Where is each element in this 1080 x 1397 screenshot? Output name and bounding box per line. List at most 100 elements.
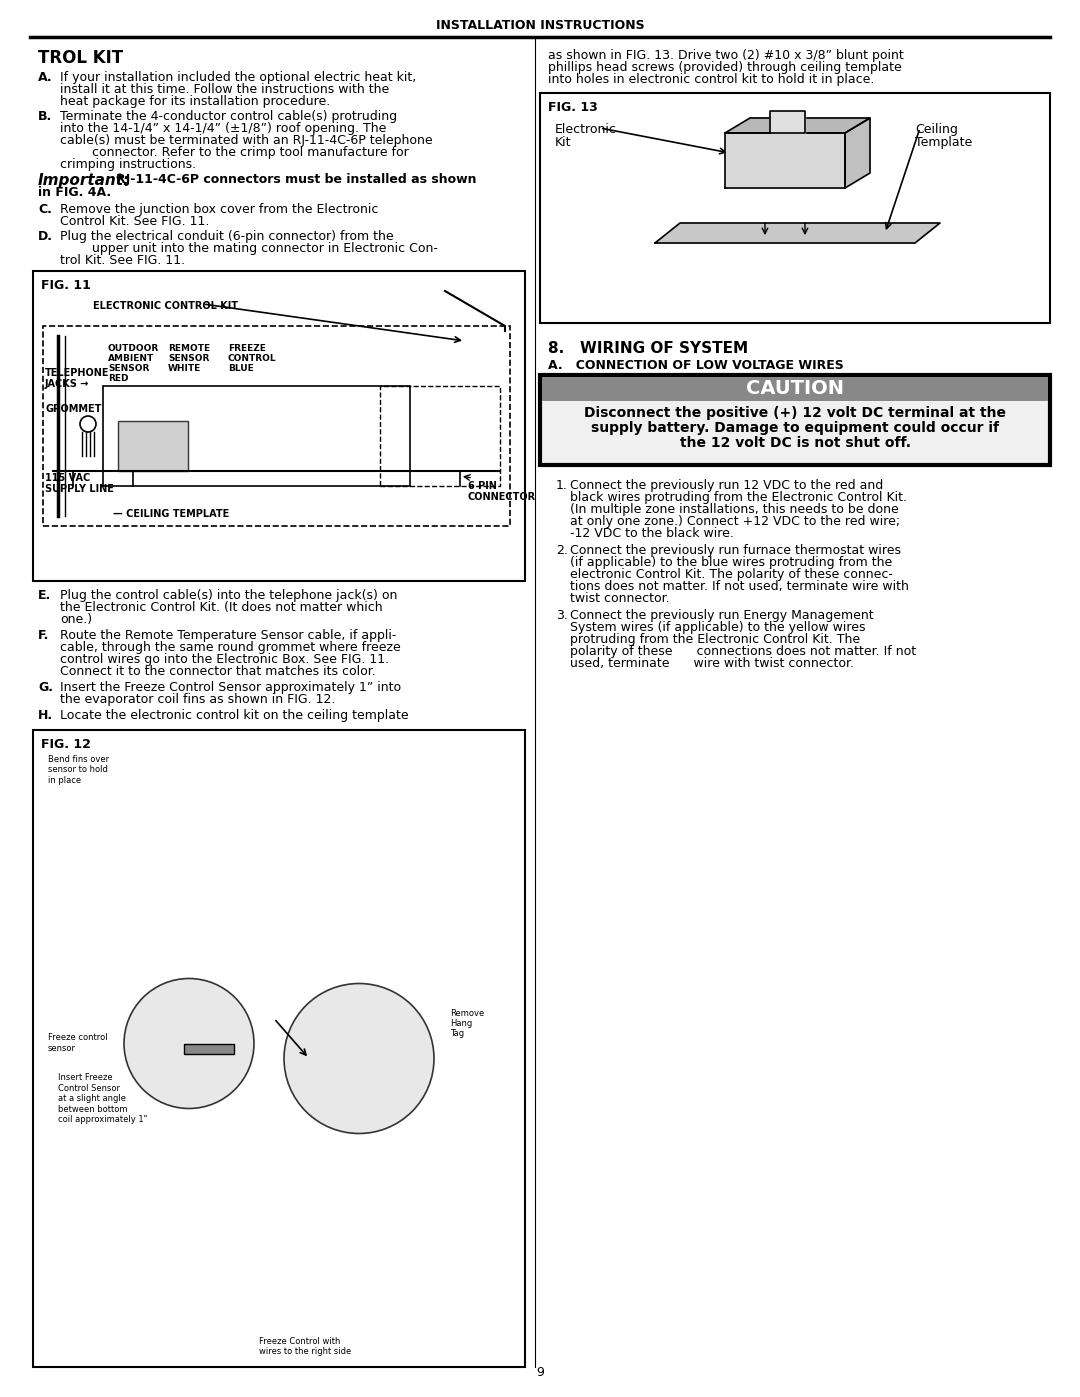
Bar <box>184 1044 234 1053</box>
Text: REMOTE: REMOTE <box>168 344 211 353</box>
Text: into the 14-1/4” x 14-1/4” (±1/8”) roof opening. The: into the 14-1/4” x 14-1/4” (±1/8”) roof … <box>60 122 387 136</box>
Polygon shape <box>725 117 870 133</box>
Text: connector. Refer to the crimp tool manufacture for: connector. Refer to the crimp tool manuf… <box>60 147 408 159</box>
Text: RJ-11-4C-6P connectors must be installed as shown: RJ-11-4C-6P connectors must be installed… <box>116 173 476 186</box>
Text: control wires go into the Electronic Box. See FIG. 11.: control wires go into the Electronic Box… <box>60 652 389 666</box>
Text: Freeze Control with
wires to the right side: Freeze Control with wires to the right s… <box>259 1337 351 1356</box>
Text: Connect it to the connector that matches its color.: Connect it to the connector that matches… <box>60 665 376 678</box>
Polygon shape <box>770 110 805 133</box>
Text: RED: RED <box>108 374 129 383</box>
Text: the evaporator coil fins as shown in FIG. 12.: the evaporator coil fins as shown in FIG… <box>60 693 336 705</box>
Text: Connect the previously run 12 VDC to the red and: Connect the previously run 12 VDC to the… <box>570 479 883 492</box>
Text: one.): one.) <box>60 613 92 626</box>
Text: install it at this time. Follow the instructions with the: install it at this time. Follow the inst… <box>60 82 389 96</box>
Text: -12 VDC to the black wire.: -12 VDC to the black wire. <box>570 527 734 541</box>
Text: TELEPHONE: TELEPHONE <box>45 367 109 379</box>
Text: SUPPLY LINE: SUPPLY LINE <box>45 483 113 495</box>
Text: CONTROL: CONTROL <box>228 353 276 363</box>
Text: FIG. 11: FIG. 11 <box>41 279 91 292</box>
Text: AMBIENT: AMBIENT <box>108 353 154 363</box>
Polygon shape <box>845 117 870 189</box>
Text: WHITE: WHITE <box>168 365 201 373</box>
Text: 115 VAC: 115 VAC <box>45 474 91 483</box>
Text: 2.: 2. <box>556 543 568 557</box>
Text: used, terminate      wire with twist connector.: used, terminate wire with twist connecto… <box>570 657 854 671</box>
Text: — CEILING TEMPLATE: — CEILING TEMPLATE <box>113 509 229 520</box>
Text: Insert the Freeze Control Sensor approximately 1” into: Insert the Freeze Control Sensor approxi… <box>60 680 401 694</box>
Text: in FIG. 4A.: in FIG. 4A. <box>38 186 111 198</box>
Text: the Electronic Control Kit. (It does not matter which: the Electronic Control Kit. (It does not… <box>60 601 382 615</box>
Text: C.: C. <box>38 203 52 217</box>
Text: 8.   WIRING OF SYSTEM: 8. WIRING OF SYSTEM <box>548 341 748 356</box>
Text: (if applicable) to the blue wires protruding from the: (if applicable) to the blue wires protru… <box>570 556 892 569</box>
Text: black wires protruding from the Electronic Control Kit.: black wires protruding from the Electron… <box>570 490 907 504</box>
Text: electronic Control Kit. The polarity of these connec-: electronic Control Kit. The polarity of … <box>570 569 893 581</box>
Text: SENSOR: SENSOR <box>108 365 149 373</box>
Text: Remove the junction box cover from the Electronic: Remove the junction box cover from the E… <box>60 203 378 217</box>
Text: FIG. 12: FIG. 12 <box>41 738 91 752</box>
Text: SENSOR: SENSOR <box>168 353 210 363</box>
Text: JACKS →: JACKS → <box>45 379 90 388</box>
Text: at only one zone.) Connect +12 VDC to the red wire;: at only one zone.) Connect +12 VDC to th… <box>570 515 900 528</box>
Text: 9: 9 <box>536 1366 544 1379</box>
Text: phillips head screws (provided) through ceiling template: phillips head screws (provided) through … <box>548 61 902 74</box>
Text: Route the Remote Temperature Sensor cable, if appli-: Route the Remote Temperature Sensor cabl… <box>60 629 396 643</box>
Text: Plug the electrical conduit (6-pin connector) from the: Plug the electrical conduit (6-pin conne… <box>60 231 393 243</box>
Bar <box>103 386 410 486</box>
Bar <box>33 731 525 1368</box>
Circle shape <box>284 983 434 1133</box>
Bar <box>542 377 1048 401</box>
Text: A.   CONNECTION OF LOW VOLTAGE WIRES: A. CONNECTION OF LOW VOLTAGE WIRES <box>548 359 843 372</box>
Text: Connect the previously run furnace thermostat wires: Connect the previously run furnace therm… <box>570 543 901 557</box>
Text: Insert Freeze
Control Sensor
at a slight angle
between bottom
coil approximately: Insert Freeze Control Sensor at a slight… <box>58 1073 147 1125</box>
Text: E.: E. <box>38 590 51 602</box>
Text: Kit: Kit <box>555 136 571 149</box>
Text: Plug the control cable(s) into the telephone jack(s) on: Plug the control cable(s) into the telep… <box>60 590 397 602</box>
Text: FIG. 13: FIG. 13 <box>548 101 597 115</box>
Text: Template: Template <box>915 136 972 149</box>
Text: CAUTION: CAUTION <box>746 380 843 398</box>
Polygon shape <box>654 224 940 243</box>
Text: Bend fins over
sensor to hold
in place: Bend fins over sensor to hold in place <box>48 754 109 785</box>
Text: B.: B. <box>38 110 52 123</box>
Text: into holes in electronic control kit to hold it in place.: into holes in electronic control kit to … <box>548 73 875 87</box>
Text: Remove
Hang
Tag: Remove Hang Tag <box>450 1009 484 1038</box>
Text: OUTDOOR: OUTDOOR <box>108 344 159 353</box>
Text: cable, through the same round grommet where freeze: cable, through the same round grommet wh… <box>60 641 401 654</box>
Text: Locate the electronic control kit on the ceiling template: Locate the electronic control kit on the… <box>60 710 408 722</box>
Text: H.: H. <box>38 710 53 722</box>
Text: Connect the previously run Energy Management: Connect the previously run Energy Manage… <box>570 609 874 622</box>
Bar <box>33 271 525 581</box>
Text: trol Kit. See FIG. 11.: trol Kit. See FIG. 11. <box>60 254 185 267</box>
Text: G.: G. <box>38 680 53 694</box>
Text: If your installation included the optional electric heat kit,: If your installation included the option… <box>60 71 416 84</box>
Bar <box>118 420 188 471</box>
Text: F.: F. <box>38 629 50 643</box>
Text: the 12 volt DC is not shut off.: the 12 volt DC is not shut off. <box>679 436 910 450</box>
Text: as shown in FIG. 13. Drive two (2) #10 x 3/8” blunt point: as shown in FIG. 13. Drive two (2) #10 x… <box>548 49 904 61</box>
Bar <box>43 326 510 527</box>
Polygon shape <box>725 133 845 189</box>
Text: TROL KIT: TROL KIT <box>38 49 123 67</box>
Text: Important:: Important: <box>38 173 130 189</box>
Text: heat package for its installation procedure.: heat package for its installation proced… <box>60 95 330 108</box>
Text: Disconnect the positive (+) 12 volt DC terminal at the: Disconnect the positive (+) 12 volt DC t… <box>584 407 1005 420</box>
Text: cable(s) must be terminated with an RJ-11-4C-6P telephone: cable(s) must be terminated with an RJ-1… <box>60 134 433 147</box>
Text: ELECTRONIC CONTROL KIT: ELECTRONIC CONTROL KIT <box>93 300 238 312</box>
Text: tions does not matter. If not used, terminate wire with: tions does not matter. If not used, term… <box>570 580 909 592</box>
Text: polarity of these      connections does not matter. If not: polarity of these connections does not m… <box>570 645 916 658</box>
Text: CONNECTOR: CONNECTOR <box>468 492 536 502</box>
Text: INSTALLATION INSTRUCTIONS: INSTALLATION INSTRUCTIONS <box>435 20 645 32</box>
Text: Terminate the 4-conductor control cable(s) protruding: Terminate the 4-conductor control cable(… <box>60 110 397 123</box>
Text: supply battery. Damage to equipment could occur if: supply battery. Damage to equipment coul… <box>591 420 999 434</box>
Bar <box>540 94 1050 323</box>
Text: (In multiple zone installations, this needs to be done: (In multiple zone installations, this ne… <box>570 503 899 515</box>
Text: FREEZE: FREEZE <box>228 344 266 353</box>
Text: D.: D. <box>38 231 53 243</box>
Text: Ceiling: Ceiling <box>915 123 958 136</box>
Text: System wires (if applicable) to the yellow wires: System wires (if applicable) to the yell… <box>570 622 865 634</box>
Text: Freeze control
sensor: Freeze control sensor <box>48 1034 108 1053</box>
Text: 6 PIN: 6 PIN <box>468 481 497 490</box>
Text: GROMMET: GROMMET <box>45 404 102 414</box>
Bar <box>540 374 1050 465</box>
